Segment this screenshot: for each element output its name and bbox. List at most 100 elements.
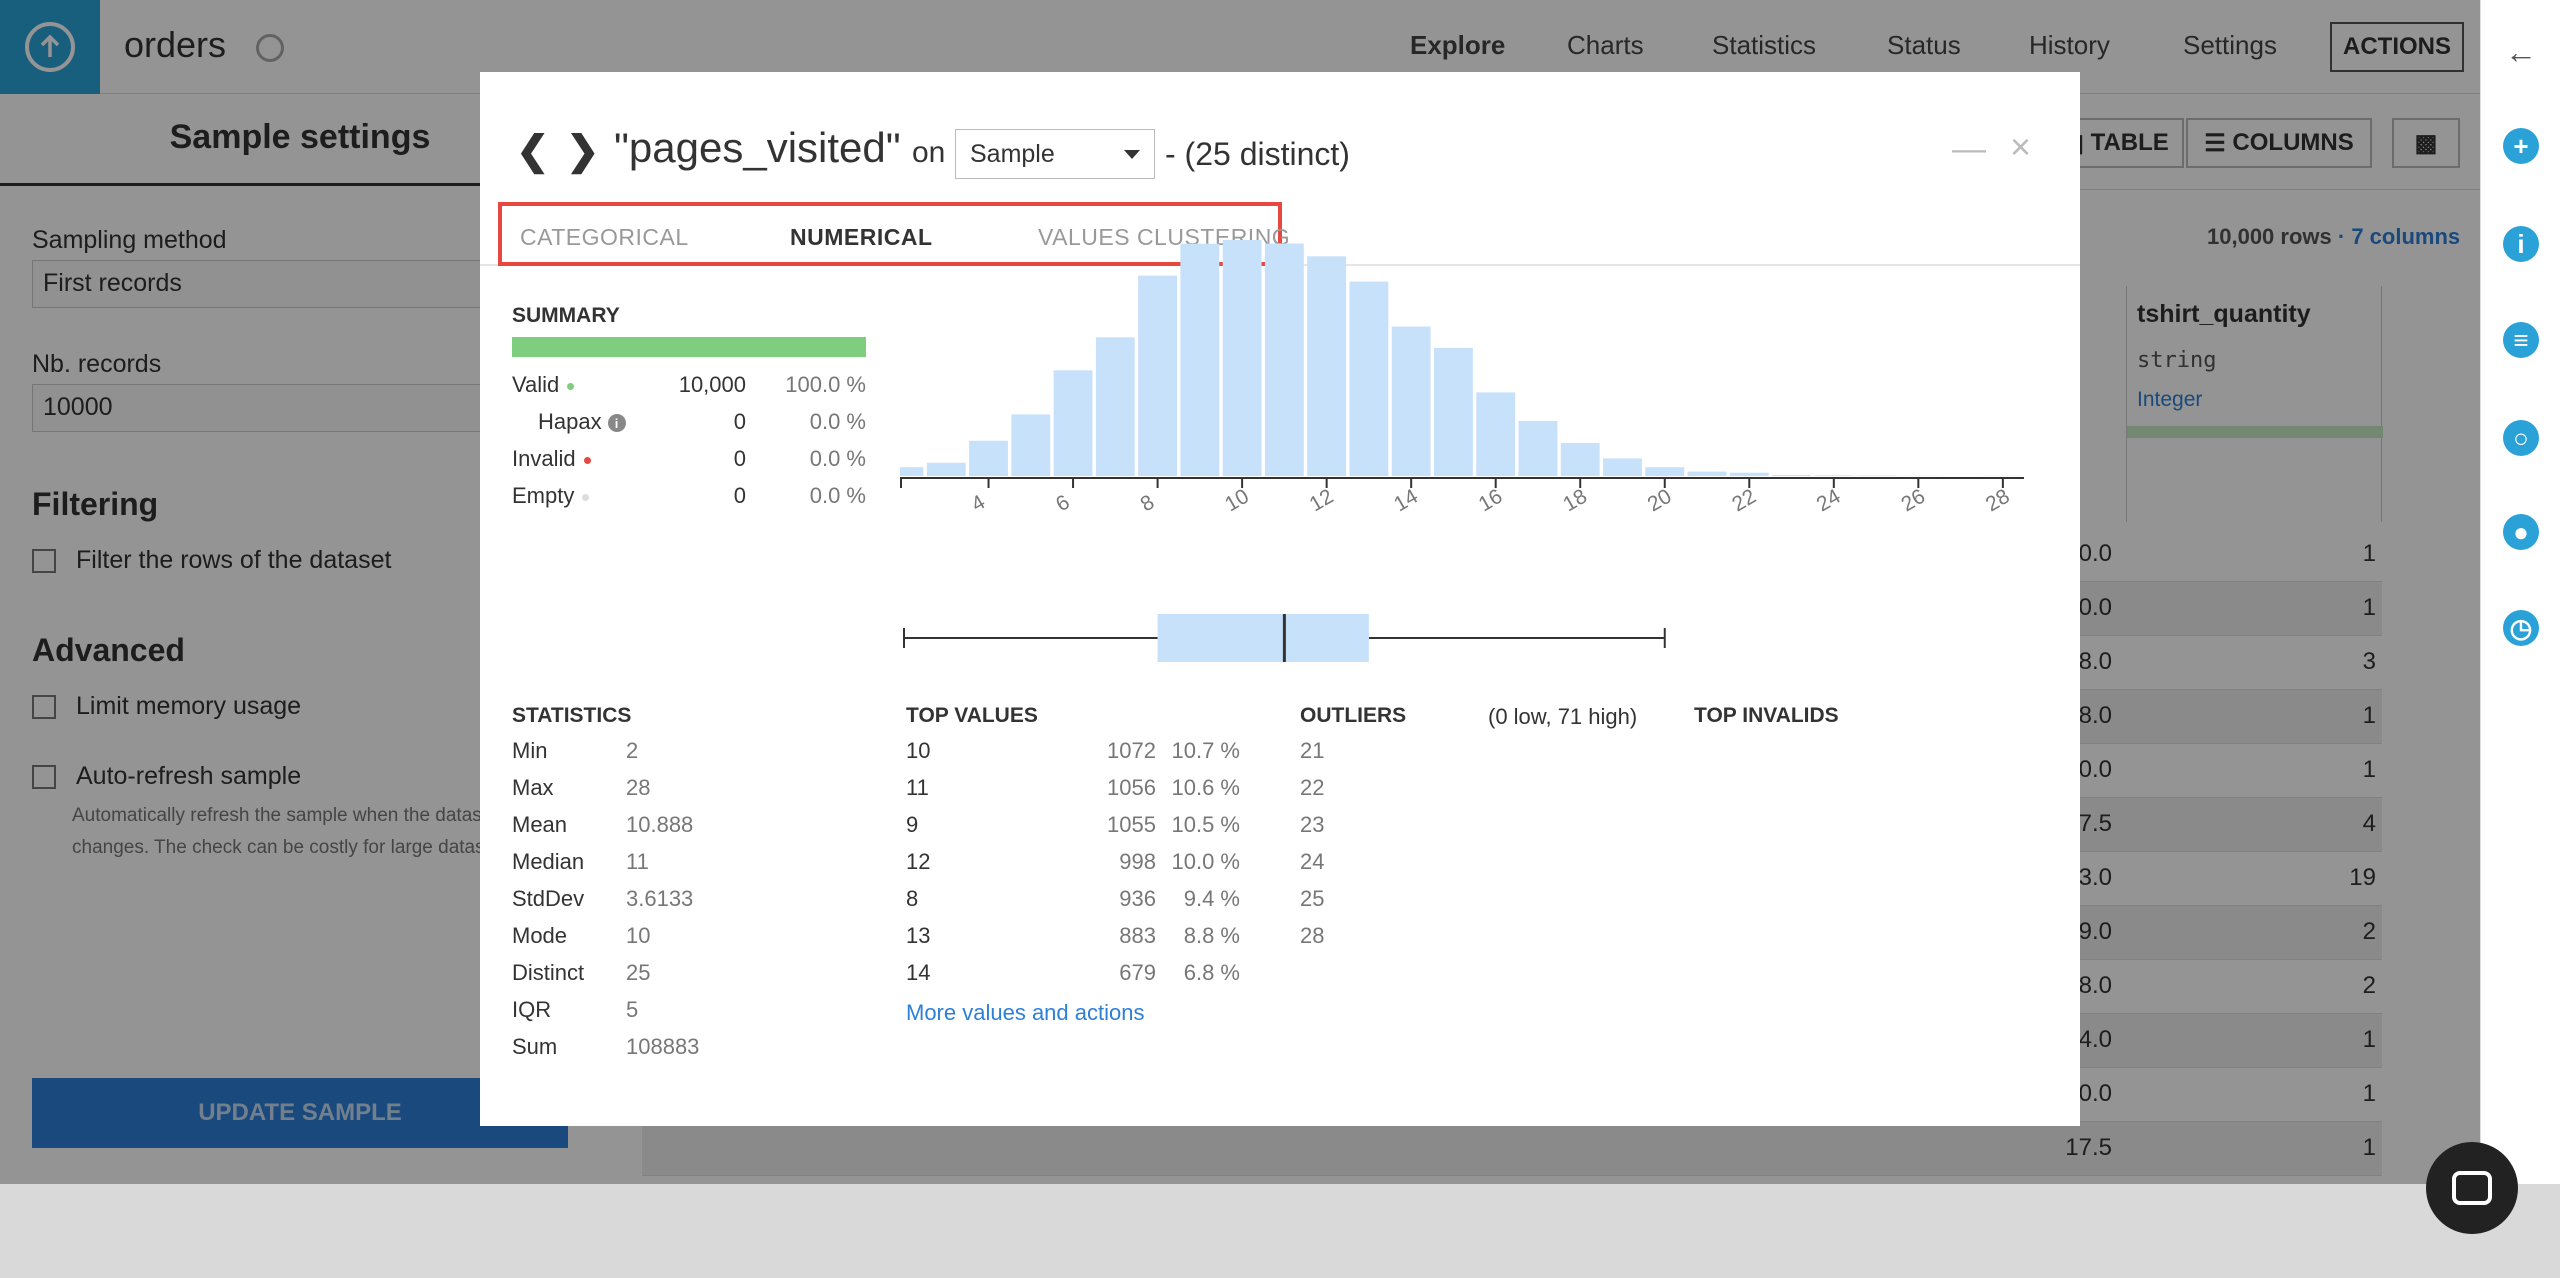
histogram-bar[interactable] xyxy=(1391,326,1431,476)
top-value-row[interactable]: 12 998 10.0 % xyxy=(906,849,1240,874)
histogram-bar[interactable] xyxy=(1307,256,1347,476)
x-tick-label: 6 xyxy=(1052,491,1074,517)
columns-icon: ☰ xyxy=(2204,129,2233,157)
nav-charts[interactable]: Charts xyxy=(1567,30,1644,60)
info-icon[interactable]: i xyxy=(2503,226,2539,262)
histogram-bar[interactable] xyxy=(1814,475,1854,476)
auto-refresh-help: Automatically refresh the sample when th… xyxy=(72,805,496,858)
sample-select[interactable]: Sample xyxy=(955,129,1155,179)
statistics-title: STATISTICS xyxy=(512,704,632,727)
histogram-bar[interactable] xyxy=(1560,442,1600,476)
chart-view-button[interactable]: ▩ xyxy=(2392,118,2460,168)
top-value-row[interactable]: 10 1072 10.7 % xyxy=(906,738,1240,763)
columns-view-button[interactable]: ☰ COLUMNS xyxy=(2186,118,2372,168)
chevron-left-icon[interactable]: ❮ xyxy=(516,129,550,173)
nav-statistics[interactable]: Statistics xyxy=(1712,30,1817,60)
histogram-bar[interactable] xyxy=(1772,474,1811,476)
close-icon[interactable]: × xyxy=(2010,126,2032,167)
histogram-bar[interactable] xyxy=(1476,392,1516,476)
right-rail: ← + i ≡ ○ ● ◷ xyxy=(2480,0,2560,1278)
stat-row: IQR 5 xyxy=(512,997,639,1022)
histogram-bar[interactable] xyxy=(1053,370,1093,476)
actions-button[interactable]: ACTIONS xyxy=(2330,22,2464,72)
auto-refresh-checkbox[interactable]: Auto-refresh sample xyxy=(32,762,301,791)
histogram-bar[interactable] xyxy=(969,440,1008,476)
plus-icon[interactable]: + xyxy=(2503,128,2539,164)
histogram-bar[interactable] xyxy=(1518,420,1558,476)
histogram-bar[interactable] xyxy=(1645,467,1685,476)
column-analysis-modal: ❮ ❯ "pages_visited" on Sample - (25 dist… xyxy=(480,72,2080,1126)
filter-rows-checkbox[interactable]: Filter the rows of the dataset xyxy=(32,546,391,575)
histogram-bar[interactable] xyxy=(1433,347,1473,476)
histogram-bar[interactable] xyxy=(1729,472,1769,476)
list-icon[interactable]: ≡ xyxy=(2503,322,2539,358)
x-tick-label: 22 xyxy=(1728,485,1760,517)
stat-row: Max 28 xyxy=(512,775,651,800)
top-invalids-title: TOP INVALIDS xyxy=(1694,704,1839,727)
minimize-icon[interactable]: — xyxy=(1952,130,1986,168)
stat-row: Mean 10.888 xyxy=(512,812,694,837)
histogram-bar[interactable] xyxy=(1264,243,1304,476)
sync-off-icon[interactable] xyxy=(256,34,284,62)
table-cell: 1 xyxy=(2362,756,2376,783)
summary-row-empty: Empty 0 0.0 % xyxy=(512,483,866,508)
histogram-bar[interactable] xyxy=(1011,414,1051,476)
top-values-title: TOP VALUES xyxy=(906,704,1038,727)
column-header-tshirt-quantity[interactable]: tshirt_quantity string Integer xyxy=(2126,286,2383,522)
table-row[interactable]: 17.5 1 xyxy=(642,1122,2382,1176)
x-tick-label: 14 xyxy=(1390,485,1422,517)
top-value-row[interactable]: 8 936 9.4 % xyxy=(906,886,1240,911)
nav-explore[interactable]: Explore xyxy=(1410,30,1506,60)
arrow-left-icon[interactable]: ← xyxy=(2505,34,2537,70)
validity-bar xyxy=(2127,426,2383,438)
lab-icon[interactable]: ● xyxy=(2503,514,2539,550)
summary-row-invalid: Invalid 0 0.0 % xyxy=(512,446,866,471)
histogram-bar[interactable] xyxy=(900,467,924,476)
histogram-bar[interactable] xyxy=(1687,471,1727,476)
info-icon[interactable]: i xyxy=(607,414,626,433)
table-cell: 1 xyxy=(2362,1026,2376,1053)
x-tick-label: 12 xyxy=(1306,485,1338,517)
table-cell: 1 xyxy=(2362,702,2376,729)
outlier-value: 28 xyxy=(1300,923,1325,948)
tab-categorical[interactable]: CATEGORICAL xyxy=(520,224,689,250)
stat-row: Median 11 xyxy=(512,849,649,874)
nav-history[interactable]: History xyxy=(2029,30,2110,60)
histogram-bar[interactable] xyxy=(1138,275,1178,476)
chat-icon[interactable]: ○ xyxy=(2503,420,2539,456)
top-value-row[interactable]: 13 883 8.8 % xyxy=(906,923,1240,948)
boxplot-box xyxy=(1157,614,1369,662)
clock-icon[interactable]: ◷ xyxy=(2503,610,2539,646)
nav-settings[interactable]: Settings xyxy=(2183,30,2277,60)
x-tick-label: 20 xyxy=(1644,485,1676,517)
update-sample-button[interactable]: UPDATE SAMPLE xyxy=(32,1078,568,1148)
app-title: orders xyxy=(124,24,227,65)
top-value-row[interactable]: 11 1056 10.6 % xyxy=(906,775,1240,800)
histogram-bar[interactable] xyxy=(926,462,966,476)
histogram-bar[interactable] xyxy=(1603,458,1642,476)
summary-title: SUMMARY xyxy=(512,304,620,327)
tabs-highlight-box xyxy=(498,202,1282,266)
top-value-row[interactable]: 9 1055 10.5 % xyxy=(906,812,1240,837)
stat-row: Distinct 25 xyxy=(512,960,651,985)
histogram-bar[interactable] xyxy=(1095,337,1135,476)
tab-numerical[interactable]: NUMERICAL xyxy=(790,224,933,250)
chevron-right-icon[interactable]: ❯ xyxy=(566,129,600,173)
histogram-bar[interactable] xyxy=(1349,281,1389,476)
empty-dot-icon xyxy=(582,493,590,501)
stat-row: Mode 10 xyxy=(512,923,651,948)
outliers-title: OUTLIERS xyxy=(1300,704,1407,727)
histogram-bar[interactable] xyxy=(1222,240,1262,476)
more-values-link[interactable]: More values and actions xyxy=(906,1000,1145,1025)
table-cell: 3 xyxy=(2362,648,2376,675)
intercom-chat-icon[interactable] xyxy=(2426,1142,2518,1234)
nb-records-label: Nb. records xyxy=(32,350,162,378)
logo-home-button[interactable] xyxy=(0,0,100,94)
limit-memory-checkbox[interactable]: Limit memory usage xyxy=(32,692,301,721)
column-count-link[interactable]: · 7 columns xyxy=(2337,224,2461,249)
nav-status[interactable]: Status xyxy=(1887,30,1961,60)
x-tick-label: 10 xyxy=(1221,485,1253,517)
histogram-bar[interactable] xyxy=(1180,243,1220,476)
x-tick-label: 26 xyxy=(1897,485,1929,517)
top-value-row[interactable]: 14 679 6.8 % xyxy=(906,960,1240,985)
